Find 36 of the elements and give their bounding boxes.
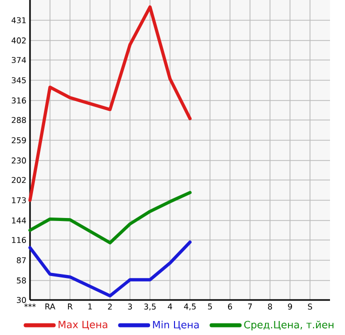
y-tick-label: 87 [16, 257, 26, 264]
y-tick-label: 230 [12, 157, 26, 164]
y-tick-label: 173 [12, 197, 26, 204]
y-tick-label: 345 [12, 77, 26, 84]
x-tick-label: 7 [248, 304, 252, 310]
y-tick-label: 259 [12, 137, 26, 144]
y-tick-label: 30 [16, 296, 26, 304]
y-tick-label: 431 [12, 17, 26, 24]
x-tick-label: S [308, 304, 312, 310]
y-tick-label: 316 [12, 97, 26, 104]
x-tick-label: 5 [208, 304, 212, 310]
line-series [28, 5, 192, 202]
legend-label: Max Цена [58, 320, 108, 330]
y-tick-label: 288 [12, 116, 26, 124]
y-tick-label: 202 [12, 176, 26, 184]
legend-label: Min Цена [153, 320, 199, 330]
x-tick-label: *** [24, 304, 36, 308]
y-tick-label: 116 [12, 236, 26, 244]
x-tick-label: 9 [288, 304, 292, 310]
x-tick-label: 3,5 [144, 304, 156, 310]
x-tick-label: 8 [268, 304, 272, 310]
legend-label: Сред.Цена, т.йен [244, 320, 334, 330]
line-series [28, 240, 192, 298]
line-series [28, 190, 192, 244]
y-tick-label: 374 [12, 56, 26, 64]
y-tick-label: 402 [12, 37, 26, 44]
y-tick-label: 58 [16, 277, 26, 284]
x-tick-label: 4,5 [184, 304, 196, 310]
x-tick-label: 6 [228, 304, 232, 310]
y-tick-label: 144 [12, 218, 26, 224]
x-tick-label: 4 [168, 304, 172, 310]
x-tick-label: 3 [128, 304, 132, 310]
x-tick-label: 2 [108, 304, 112, 310]
x-tick-label: RA [45, 304, 56, 310]
x-tick-label: 1 [88, 304, 92, 310]
x-tick-label: R [68, 304, 73, 310]
